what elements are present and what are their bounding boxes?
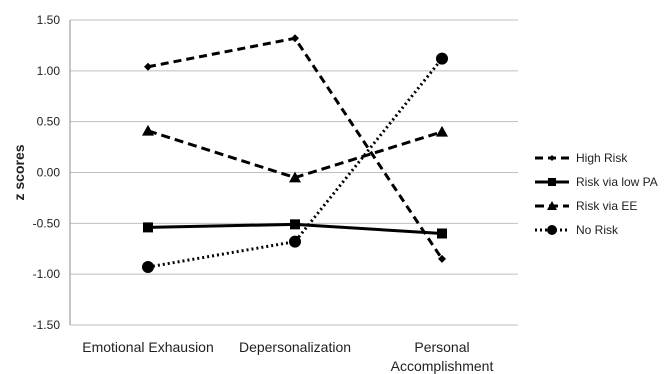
- y-tick-label: -1.00: [33, 267, 61, 281]
- x-category-labels: Emotional Exhausion Depersonalization Pers…: [82, 339, 493, 374]
- legend-label: High Risk: [576, 151, 628, 165]
- data-point: [289, 171, 301, 183]
- data-point: [290, 219, 300, 230]
- data-point: [291, 34, 299, 43]
- legend-label: Risk via EE: [576, 199, 637, 213]
- series-line: [147, 57, 444, 269]
- y-tick-label: 1.50: [37, 13, 61, 27]
- legend: High Risk Risk via low PA Risk via EE No Ri…: [535, 151, 658, 237]
- legend-item: Risk via EE: [535, 199, 637, 213]
- data-point: [142, 124, 154, 136]
- y-tick-labels: 1.50 1.00 0.50 0.00 -0.50 -1.00 -1.50: [33, 13, 61, 332]
- legend-label: No Risk: [576, 223, 619, 237]
- legend-item: No Risk: [535, 223, 619, 237]
- series-high-risk: [144, 34, 446, 263]
- legend-marker: [547, 225, 557, 235]
- data-point: [436, 125, 448, 137]
- y-tick-label: 1.00: [37, 64, 61, 78]
- y-tick-label: -0.50: [33, 216, 61, 230]
- series-risk-via-low-pa: [143, 219, 447, 239]
- y-tick-label: 0.50: [37, 115, 61, 129]
- data-point: [436, 52, 448, 65]
- x-category-label: Depersonalization: [239, 339, 351, 355]
- grid-lines: [70, 19, 518, 326]
- y-tick-label: 0.00: [37, 166, 61, 180]
- legend-marker: [548, 178, 556, 186]
- y-axis-label: z scores: [11, 144, 27, 200]
- series-group: [142, 34, 448, 274]
- legend-marker: [549, 155, 555, 161]
- series-risk-via-ee: [142, 124, 448, 183]
- data-point: [438, 254, 446, 263]
- y-tick-label: -1.50: [33, 318, 61, 332]
- data-point: [144, 62, 152, 71]
- x-category-label: Emotional Exhausion: [82, 339, 214, 355]
- data-point: [437, 228, 447, 239]
- data-point: [143, 222, 153, 233]
- legend-item: High Risk: [535, 151, 628, 165]
- x-category-label: Accomplishment: [391, 358, 494, 374]
- data-point: [142, 261, 154, 274]
- data-point: [289, 235, 301, 248]
- legend-label: Risk via low PA: [576, 175, 658, 189]
- series-line: [147, 129, 443, 180]
- series-no-risk: [142, 52, 448, 274]
- x-category-label: Personal: [414, 339, 469, 355]
- legend-marker: [547, 201, 557, 210]
- legend-item: Risk via low PA: [535, 175, 658, 189]
